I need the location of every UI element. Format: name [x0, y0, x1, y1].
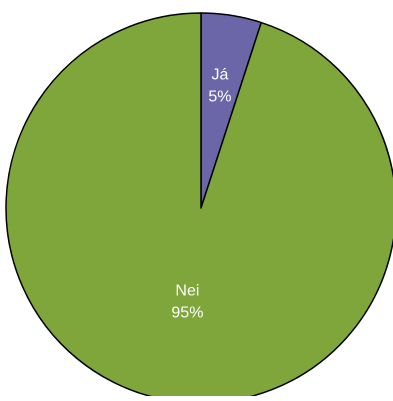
pie-labels: Já 5% Nei 95%	[171, 67, 231, 322]
slice-percent-label: 5%	[208, 89, 231, 106]
slice-category-label: Nei	[175, 283, 199, 300]
slice-category-label: Já	[211, 67, 228, 84]
slice-percent-label: 95%	[171, 305, 203, 322]
pie-slices	[5, 12, 393, 401]
pie-slice-nei	[5, 12, 393, 401]
